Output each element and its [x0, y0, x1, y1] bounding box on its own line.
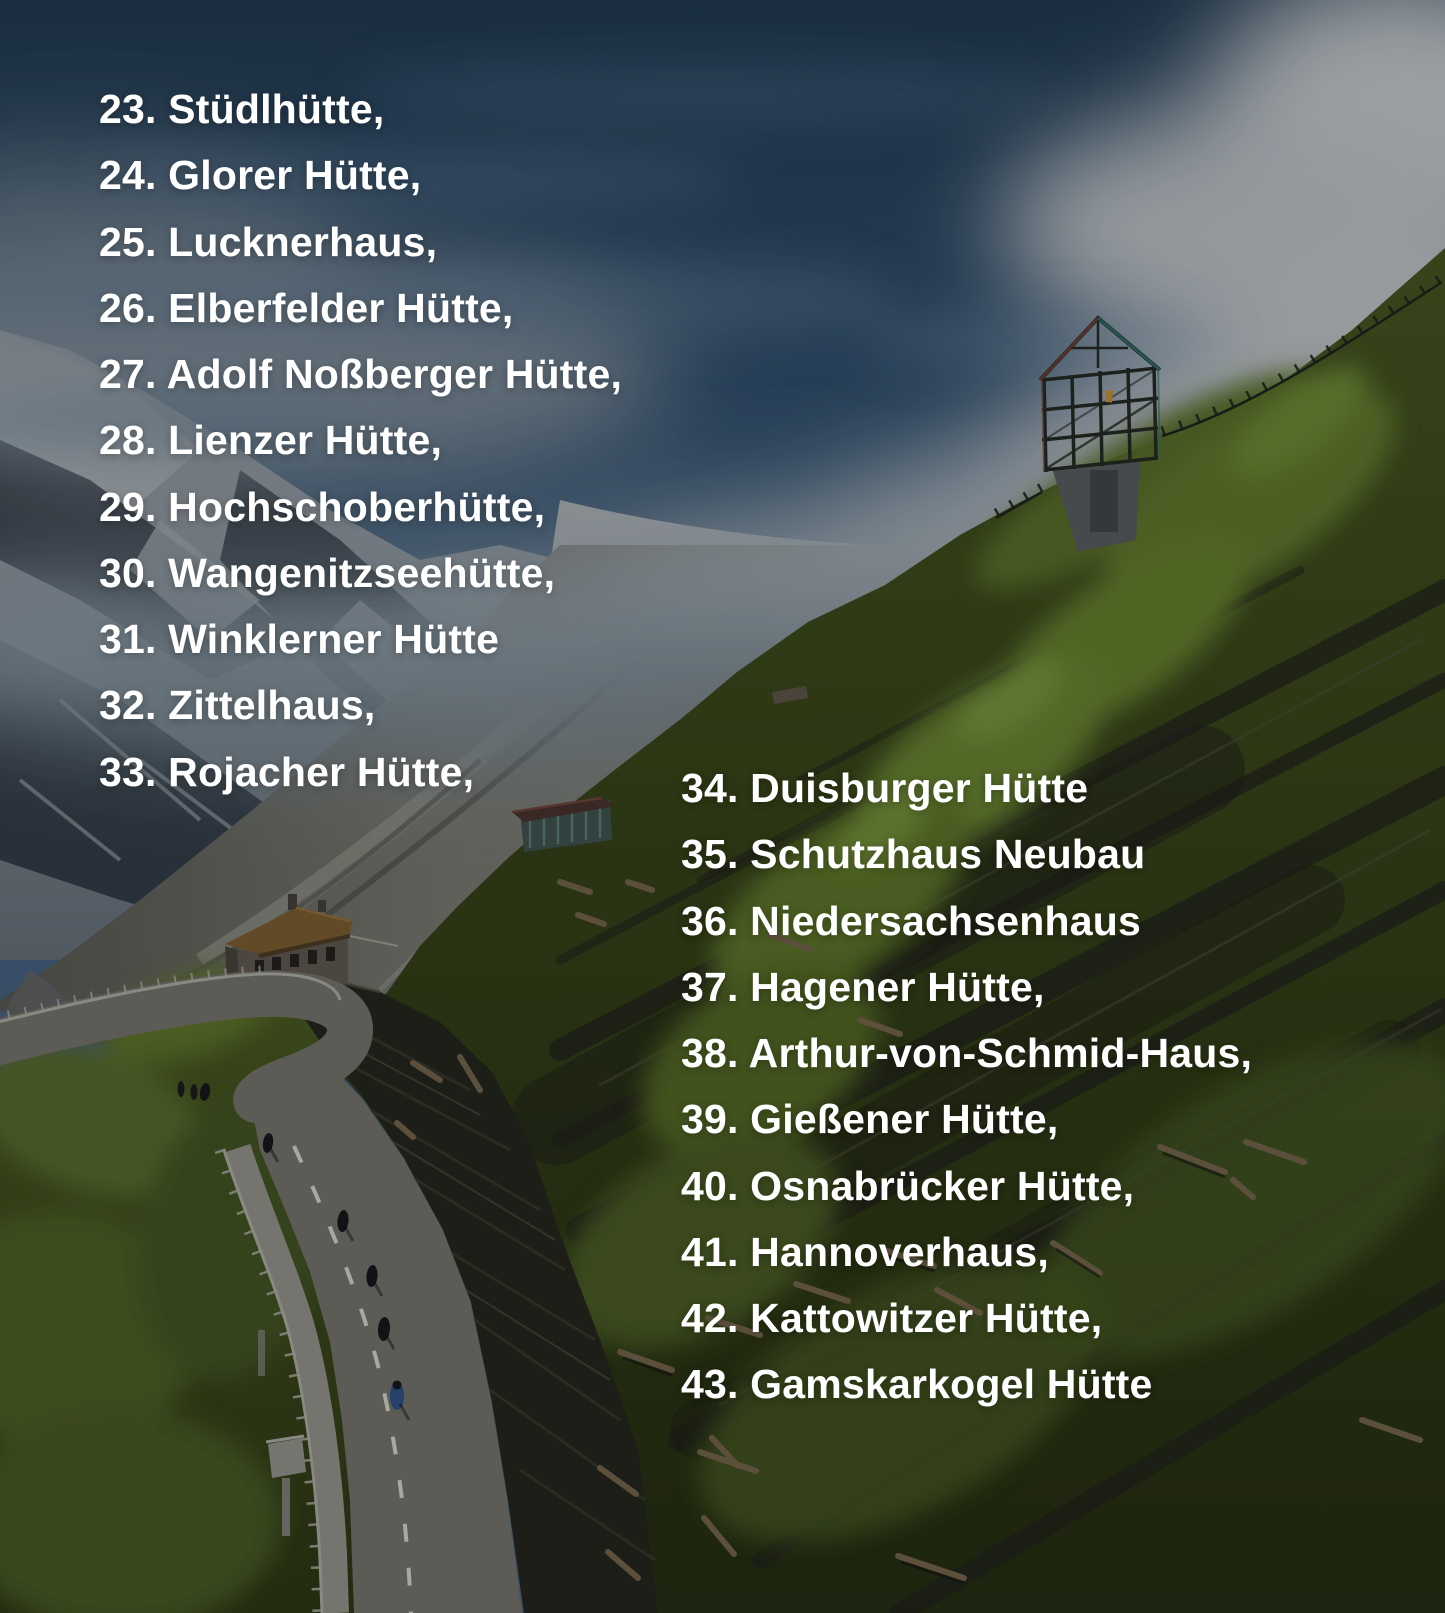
hut-list-item: 41. Hannoverhaus,: [681, 1228, 1049, 1275]
hut-list-item: 30. Wangenitzseehütte,: [99, 549, 556, 596]
motorcyclists: [177, 1081, 411, 1421]
hut-list-item: 39. Gießener Hütte,: [681, 1096, 1059, 1143]
hut-list-item: 42. Kattowitzer Hütte,: [681, 1295, 1103, 1341]
road-centerline: [292, 1145, 413, 1613]
hut-list-item: 31. Winklerner Hütte: [99, 616, 500, 662]
hut-list-left: 23. Stüdlhütte, 24. Glorer Hütte, 25. Lu…: [99, 76, 622, 805]
observation-tower: [1038, 315, 1162, 552]
hut-list-item: 38. Arthur-von-Schmid-Haus,: [681, 1030, 1253, 1076]
ridge-fence: [993, 273, 1445, 520]
hut-list-item: 40. Osnabrücker Hütte,: [681, 1162, 1135, 1209]
green-mountainside: [310, 248, 1445, 1613]
hut-list-right: 34. Duisburger Hütte 35. Schutzhaus Neub…: [681, 755, 1252, 1418]
hut-list-item: 23. Stüdlhütte,: [99, 86, 385, 132]
hut-list-item: 26. Elberfelder Hütte,: [99, 284, 514, 331]
hut-list-item: 37. Hagener Hütte,: [681, 963, 1045, 1010]
upper-guardrail: [0, 972, 342, 1024]
hut-list-item: 28. Lienzer Hütte,: [99, 417, 443, 464]
hut-list-item: 34. Duisburger Hütte: [681, 765, 1089, 811]
boundary-hut: [511, 796, 616, 852]
hut-list-item: 33. Rojacher Hütte,: [99, 748, 475, 795]
viewing-balcony: [258, 1330, 306, 1536]
sidewalk: [225, 1144, 349, 1613]
grass-highlights: [562, 365, 1445, 1542]
avalanche-barriers: [394, 879, 1423, 1581]
hut-list-item: 25. Lucknerhaus,: [99, 218, 438, 265]
hut-list-item: 27. Adolf Noßberger Hütte,: [99, 351, 623, 397]
hut-list-item: 36. Niedersachsenhaus: [681, 897, 1141, 944]
blue-motorcyclist: [390, 1380, 404, 1410]
hut-list-item: 35. Schutzhaus Neubau: [681, 831, 1146, 878]
hut-list-item: 29. Hochschoberhütte,: [99, 483, 546, 530]
hut-list-item: 43. Gamskarkogel Hütte: [681, 1361, 1153, 1408]
hut-list-item: 32. Zittelhaus,: [99, 682, 376, 729]
slope-shed: [772, 686, 808, 704]
hut-list-item: 24. Glorer Hütte,: [99, 152, 422, 199]
grass-foreground: [0, 967, 354, 1613]
pedestrians: [177, 1081, 198, 1100]
